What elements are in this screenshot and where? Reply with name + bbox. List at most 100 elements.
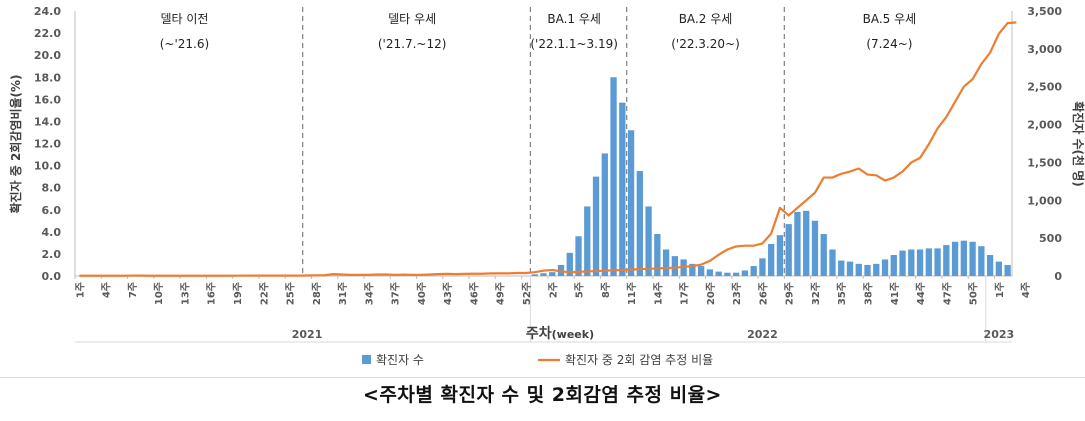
y-right-tick-label: 500 (1039, 232, 1062, 245)
y-right-tick-label: 1,500 (1027, 156, 1062, 169)
y-left-tick-label: 0.0 (42, 270, 62, 283)
x-tick-label: 43주 (442, 282, 454, 305)
bar (662, 249, 670, 276)
y-left-tick-label: 4.0 (42, 226, 62, 239)
bar (899, 250, 906, 276)
bar (951, 241, 959, 276)
y-left-tick-label: 12.0 (34, 138, 61, 151)
chart-caption: <주차별 확진자 수 및 2회감염 추정 비율> (363, 384, 722, 406)
phase-name: 델타 우세 (388, 12, 436, 26)
x-tick-label: 25주 (285, 282, 297, 305)
bar (1004, 264, 1011, 276)
x-tick-label: 4주 (101, 282, 113, 298)
y-left-tick-label: 2.0 (42, 248, 62, 261)
x-tick-label: 46주 (468, 282, 480, 305)
bar (619, 102, 626, 276)
x-tick-label: 32주 (810, 282, 822, 305)
phase-period: ('22.3.20~) (671, 37, 740, 51)
bar (531, 274, 538, 276)
bar (803, 210, 810, 276)
x-tick-label: 29주 (784, 282, 796, 305)
phase-name: BA.1 우세 (547, 12, 601, 26)
bar (943, 245, 950, 276)
x-tick-label: 16주 (206, 282, 218, 305)
bar (575, 236, 582, 276)
bar (610, 77, 617, 276)
x-tick-label: 50주 (968, 282, 980, 305)
bar (750, 266, 757, 276)
bar (969, 241, 976, 276)
phase-period: (7.24~) (866, 37, 912, 51)
y-right-axis-title: 확진자 수(천 명) (1071, 101, 1085, 187)
x-tick-label: 5주 (574, 282, 586, 298)
y-right-tick-label: 3,000 (1027, 43, 1062, 56)
phase-name: 델타 이전 (160, 12, 208, 26)
x-tick-label: 37주 (390, 282, 402, 305)
bar (986, 255, 994, 276)
bar (864, 264, 871, 276)
y-left-tick-label: 6.0 (42, 204, 62, 217)
phase-period: ('21.7.~12) (378, 37, 447, 51)
y-left-axis-title: 확진자 중 2회감염비율(%) (8, 74, 23, 213)
line-series (79, 21, 1017, 277)
x-tick-label: 11주 (626, 282, 638, 305)
bar (908, 249, 915, 276)
x-tick-label: 34주 (363, 282, 375, 305)
bar (584, 206, 591, 276)
bar (645, 206, 652, 276)
bar (829, 249, 836, 276)
x-tick-label: 31주 (337, 282, 349, 305)
caption-divider (0, 377, 1085, 378)
bar (846, 261, 854, 276)
chart: 0.0 2.0 4.0 6.0 8.0 10.0 12.0 14.0 16.0 18.0 20.0 2… (8, 5, 1085, 367)
x-axis-title-main: 주차 (526, 326, 552, 342)
bar (960, 240, 967, 276)
bar (636, 171, 643, 276)
bar (592, 176, 600, 276)
bar (794, 211, 801, 276)
bar (768, 243, 775, 276)
x-tick-label: 49주 (495, 282, 507, 305)
bar (890, 255, 897, 276)
x-tick-label: 44주 (915, 282, 927, 305)
chart-svg: 0.0 2.0 4.0 6.0 8.0 10.0 12.0 14.0 16.0 18.0 20.0 2… (8, 5, 1085, 367)
bar (925, 248, 932, 276)
bar (934, 248, 941, 276)
bar (855, 263, 862, 276)
bar (785, 224, 792, 276)
legend-bar-swatch (362, 355, 371, 364)
bar (627, 130, 635, 276)
x-tick-label: 47주 (941, 282, 953, 305)
phase-period: ('22.1.1~3.19) (530, 37, 618, 51)
bar (697, 266, 705, 276)
bar (811, 220, 819, 276)
bar (715, 271, 722, 276)
x-tick-label: 22주 (258, 282, 270, 305)
y-left-tick-label: 8.0 (42, 182, 62, 195)
bar (995, 261, 1003, 276)
phase-period: (~'21.6) (160, 37, 209, 51)
bar (689, 263, 696, 276)
x-tick-label: 1주 (994, 282, 1006, 298)
x-tick-label: 1주 (74, 282, 86, 298)
x-tick-label: 8주 (600, 282, 612, 298)
bar (540, 273, 547, 276)
bar (820, 234, 827, 276)
x-tick-label: 20주 (705, 282, 717, 305)
x-axis-title: 주차(week) (526, 326, 594, 342)
legend-line-label: 확진자 중 2회 감염 추정 비율 (565, 353, 713, 367)
y-left-tick-label: 10.0 (34, 160, 61, 173)
bar (733, 272, 740, 276)
y-right-tick-label: 2,000 (1027, 119, 1062, 132)
y-left-tick-label: 18.0 (34, 71, 61, 84)
phase-name: BA.5 우세 (863, 12, 917, 26)
bar (916, 249, 924, 276)
bar (881, 259, 889, 276)
y-right-tick-label: 2,500 (1027, 81, 1062, 94)
bar (873, 263, 880, 276)
bar (759, 258, 766, 276)
year-label: 2023 (984, 328, 1015, 341)
x-tick-label: 13주 (179, 282, 191, 305)
bar (706, 269, 714, 276)
x-tick-label: 28주 (311, 282, 323, 305)
